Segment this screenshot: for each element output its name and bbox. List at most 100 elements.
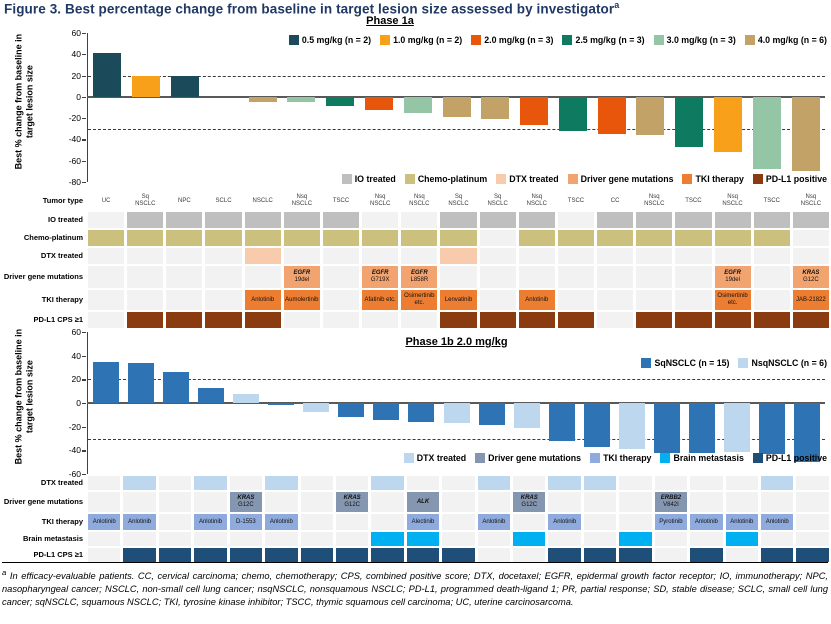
- flag-cell: [194, 532, 227, 546]
- flag-cell: [244, 312, 281, 328]
- y-tick-mark: [82, 182, 86, 184]
- driver-gene-cell: [194, 492, 227, 512]
- flag-cell: [725, 532, 759, 546]
- reference-line: [88, 379, 825, 381]
- therapy-cell: [88, 290, 125, 310]
- grid-row: Driver gene mutations EGFR 19del EGFR G719X E…: [0, 266, 829, 288]
- legend-swatch: [752, 174, 763, 184]
- waterfall-bar: [752, 96, 781, 170]
- legend-label: Driver gene mutations: [580, 174, 674, 184]
- waterfall-bar: [170, 75, 199, 97]
- waterfall-bar: [132, 75, 161, 97]
- legend-item: Driver gene mutations: [475, 453, 581, 463]
- grid-row-cells: UC Sq NSCLC NPC SCLC NSCLC Nsq NSCLC TSCC Nsq NSCL…: [88, 192, 829, 210]
- flag-cell: [654, 548, 688, 562]
- therapy-cell: Aumolertinib: [283, 290, 320, 310]
- therapy-cell: [371, 514, 404, 530]
- y-tick-label: 40: [71, 350, 81, 361]
- tumor-type-line: Sq: [141, 194, 149, 201]
- tumor-type-line: Sq: [493, 194, 502, 201]
- grid-row: Tumor type UC Sq NSCLC NPC SCLC NSCLC Nsq NSCLC T…: [0, 192, 829, 210]
- therapy-cell: [583, 514, 617, 530]
- gene-name: ALK: [416, 498, 430, 505]
- tumor-type-line: NPC: [178, 197, 191, 204]
- legend-label: IO treated: [354, 174, 396, 184]
- waterfall-bar: [548, 403, 575, 441]
- tumor-type-cell: CC: [597, 192, 633, 210]
- flag-cell: [88, 548, 121, 562]
- grid-row-cells: [88, 532, 829, 546]
- legend-swatch: [660, 453, 671, 463]
- grid-row-label: DTX treated: [40, 251, 83, 261]
- flag-cell: [127, 230, 164, 246]
- waterfall-bar: [442, 96, 471, 118]
- gene-variant: 19del: [725, 277, 740, 283]
- flag-cell: [88, 532, 121, 546]
- waterfall-bar: [364, 96, 393, 110]
- flag-cell: [166, 212, 203, 228]
- grid-row-cells: [88, 248, 829, 264]
- flag-cell: [123, 548, 156, 562]
- flag-cell: [300, 476, 333, 490]
- therapy-cell: Anlotinib: [477, 514, 511, 530]
- waterfall-bar: [127, 362, 154, 403]
- therapy-cell: [322, 290, 360, 310]
- y-tick-label: 60: [71, 28, 81, 38]
- flag-cell: [166, 248, 203, 264]
- legend-label: 1.0 mg/kg (n = 2): [393, 35, 463, 45]
- flag-cell: [714, 248, 751, 264]
- reference-line: [88, 438, 825, 440]
- y-tick-mark: [82, 160, 86, 162]
- waterfall-bar: [287, 96, 316, 103]
- gene-name: KRAS: [343, 495, 361, 502]
- therapy-cell: [300, 514, 333, 530]
- gene-name: ERBB2: [660, 495, 682, 502]
- y-tick-label: -80: [68, 177, 81, 187]
- grid-row-cells: [88, 230, 829, 246]
- tumor-type-line: TSCC: [332, 197, 350, 204]
- flag-cell: [761, 476, 794, 490]
- therapy-cell: [158, 514, 192, 530]
- driver-gene-cell: [166, 266, 203, 288]
- driver-gene-cell: [761, 492, 794, 512]
- flag-cell: [194, 476, 227, 490]
- driver-gene-cell: [583, 492, 617, 512]
- grid-row-cells: Anlotinib Aumolertinib Afatinib etc. Osimer…: [88, 290, 829, 310]
- footnote: a In efficacy-evaluable patients. CC, ce…: [2, 562, 828, 610]
- tumor-type-line: Nsq: [727, 194, 738, 201]
- tumor-type-line: Nsq: [648, 194, 660, 201]
- therapy-cell: [557, 290, 595, 310]
- tumor-type-cell: Nsq NSCLC: [284, 192, 320, 210]
- waterfall-bar: [478, 403, 505, 426]
- grid-row: PD-L1 CPS ≥1: [0, 548, 829, 562]
- driver-gene-cell: [753, 266, 790, 288]
- y-tick-mark: [82, 355, 86, 357]
- driver-gene-cell: EGFR G719X: [362, 266, 399, 288]
- therapy-cell: [479, 290, 516, 310]
- waterfall-bar: [618, 403, 645, 450]
- therapy-cell: [335, 514, 369, 530]
- legend-swatch: [288, 35, 299, 45]
- grid-row: Driver gene mutations KRAS G12C KRAS G12C ALK…: [0, 492, 829, 512]
- driver-gene-cell: [300, 492, 333, 512]
- grid-row-label: TKI therapy: [41, 295, 83, 305]
- therapy-cell: [619, 514, 652, 530]
- driver-gene-cell: [479, 266, 516, 288]
- flag-cell: [244, 230, 281, 246]
- driver-gene-cell: KRAS G12C: [792, 266, 829, 288]
- therapy-cell: [166, 290, 203, 310]
- legend-label: 4.0 mg/kg (n = 6): [757, 35, 827, 45]
- flag-cell: [557, 230, 595, 246]
- flag-cell: [229, 548, 263, 562]
- therapy-cell: [442, 514, 475, 530]
- flag-cell: [636, 212, 673, 228]
- flag-cell: [322, 312, 360, 328]
- gene-name: EGFR: [371, 270, 389, 277]
- flag-cell: [796, 548, 829, 562]
- waterfall-bar: [403, 96, 432, 113]
- grid-row: DTX treated: [0, 476, 829, 490]
- phase1a-title: Phase 1a: [366, 15, 414, 27]
- legend-item: Driver gene mutations: [567, 174, 674, 184]
- therapy-cell: Anlotinib: [761, 514, 794, 530]
- flag-cell: [513, 476, 546, 490]
